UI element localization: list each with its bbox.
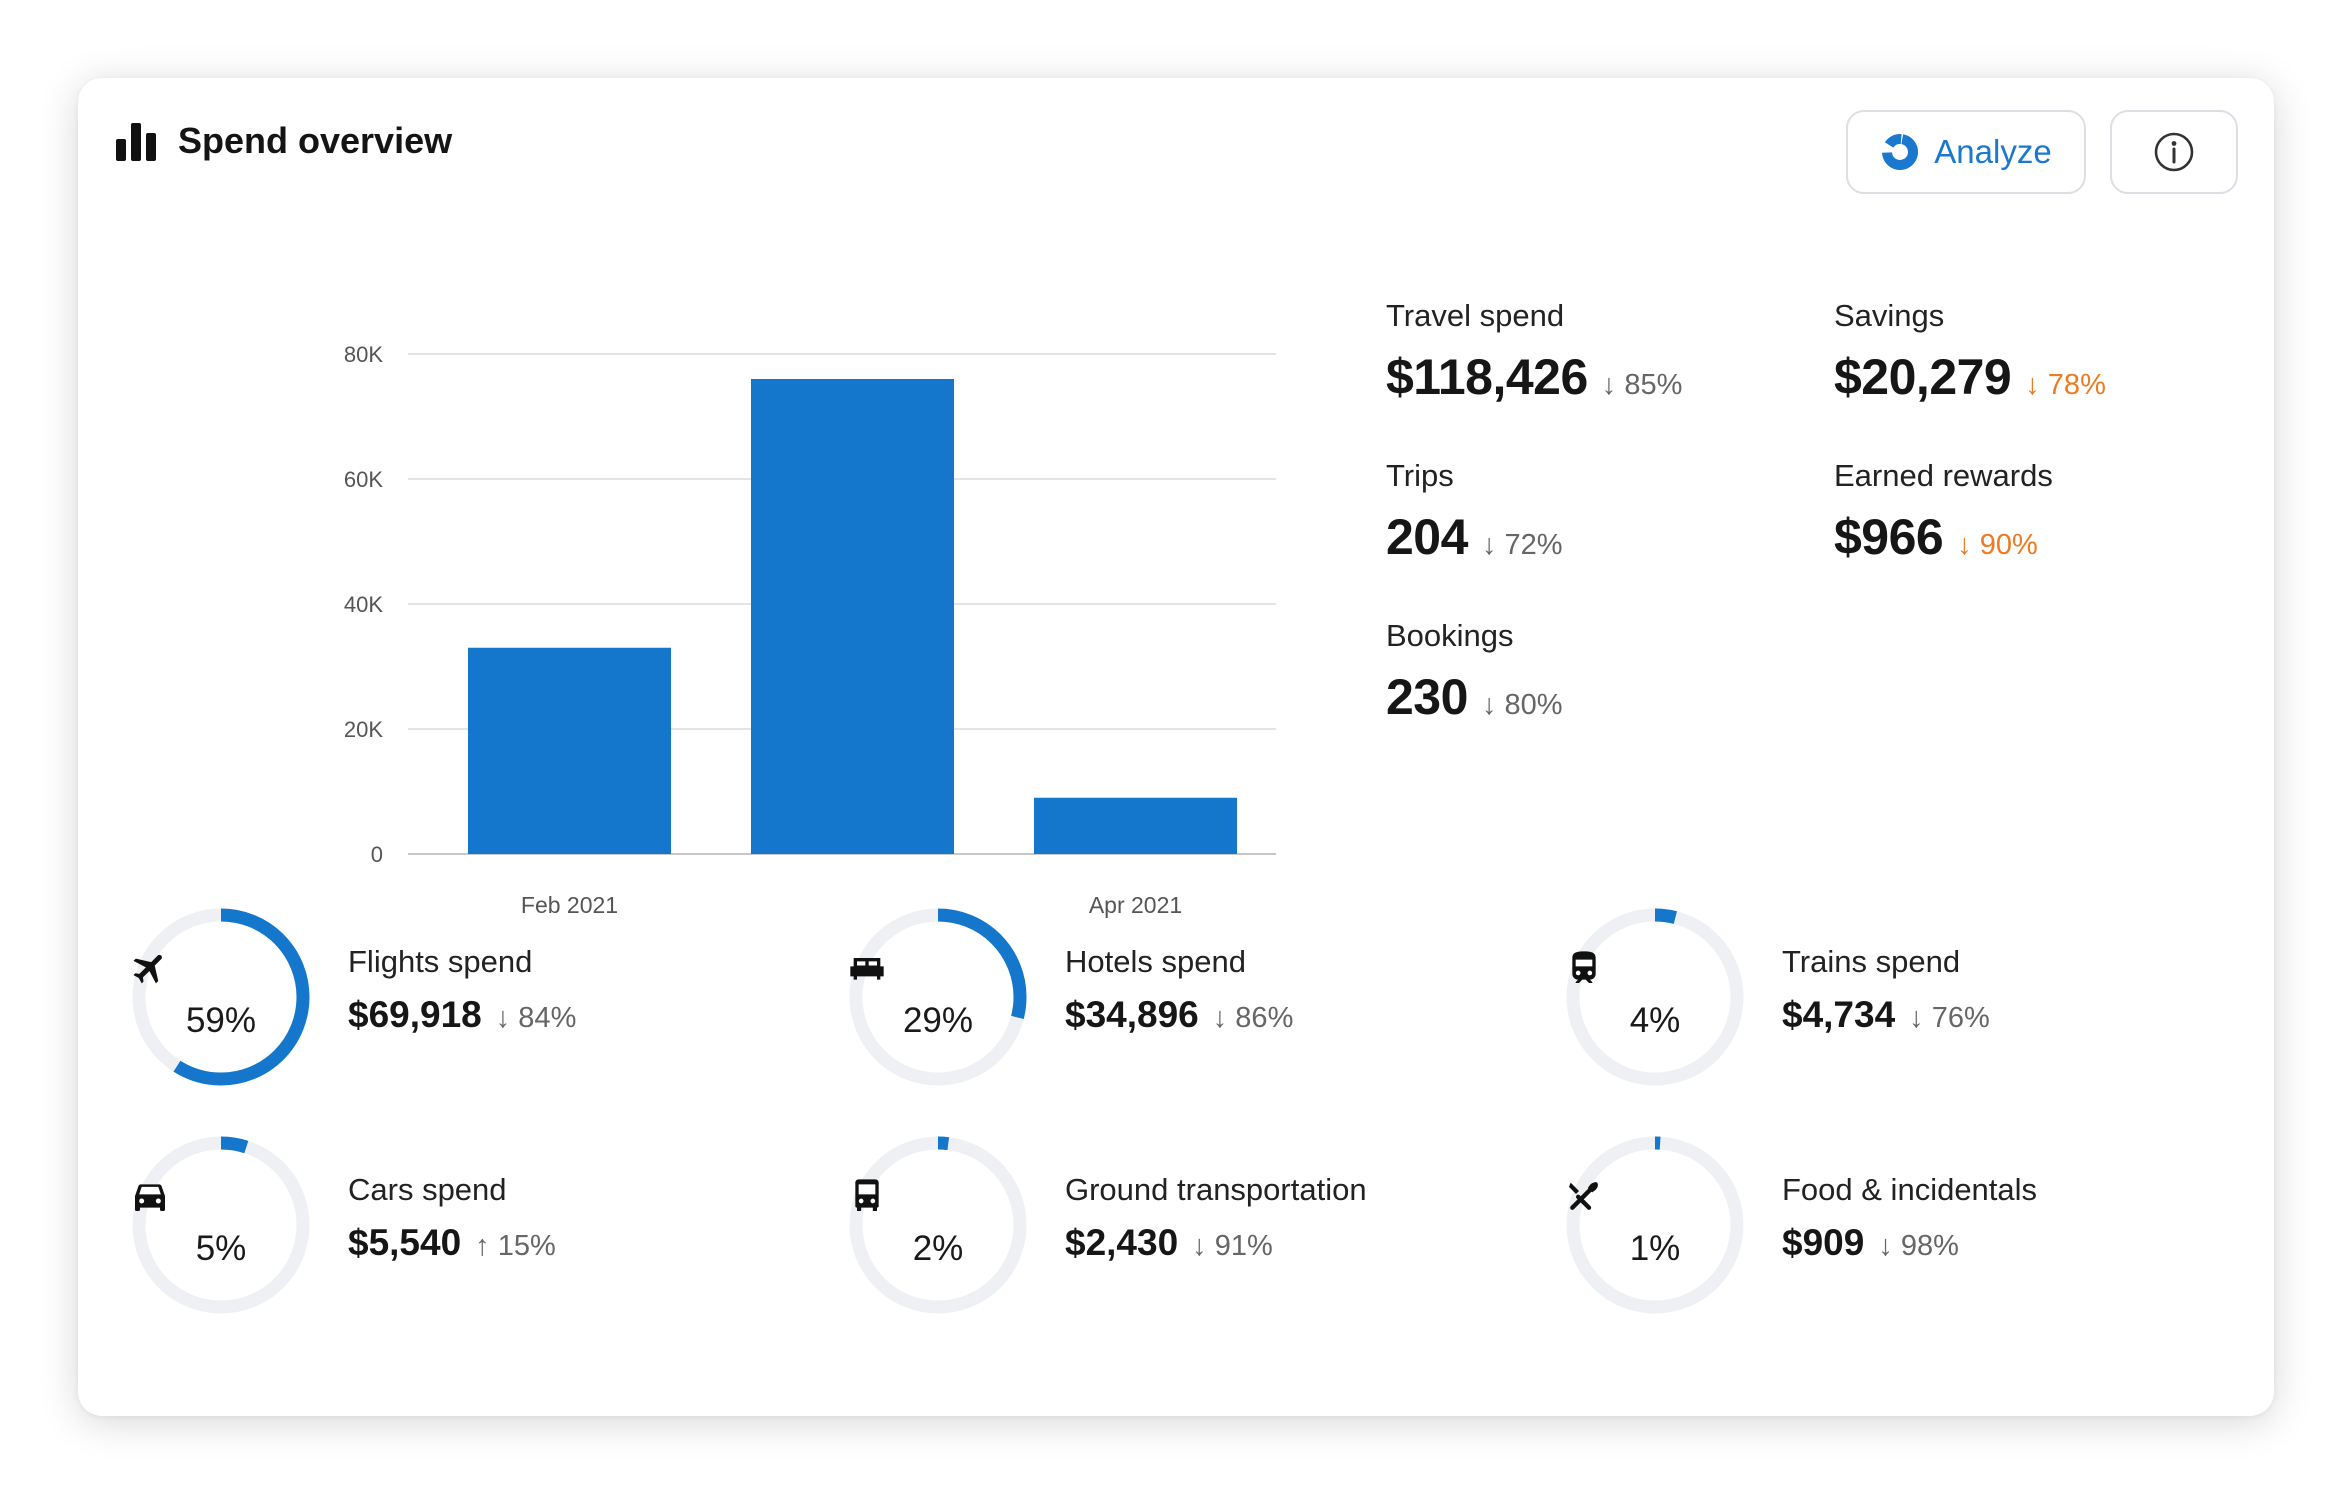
ring-percent: 29% [902, 1001, 974, 1040]
category-change: ↓ 98% [1878, 1230, 1959, 1262]
y-tick-label: 40K [344, 592, 383, 617]
category-value: $909 [1782, 1222, 1865, 1263]
ring-track [849, 1136, 1027, 1314]
ring-percent: 5% [195, 1229, 247, 1268]
category-label: Ground transportation [1065, 1172, 1367, 1207]
stat-bookings: Bookings 230 ↓ 80% [1386, 618, 1563, 726]
spend-bar-chart: 0 20K 40K 60K 80K Feb 2021 Apr 2021 [238, 248, 1338, 948]
info-button[interactable] [2110, 110, 2238, 194]
spend-overview-card: Spend overview Analyze 0 20K 40K 60K 80K Feb … [78, 78, 2274, 1416]
ring-percent: 4% [1629, 1001, 1681, 1040]
airplane-icon [133, 954, 162, 984]
bar[interactable] [468, 647, 671, 854]
donut-chart-icon [1882, 134, 1919, 170]
ring-progress [1566, 1136, 1744, 1314]
category-trains[interactable]: 4% Trains spend $4,734 ↓ 76% [1564, 906, 2264, 1092]
ring-track [1566, 908, 1744, 1086]
ring-progress [132, 1136, 310, 1314]
percentage-ring: 1% [1564, 1134, 1746, 1316]
category-label: Hotels spend [1065, 944, 1246, 979]
percentage-ring: 29% [847, 906, 1029, 1088]
utensils-icon [1569, 1182, 1598, 1210]
percentage-ring: 2% [847, 1134, 1029, 1316]
category-value: $5,540 [348, 1222, 462, 1263]
category-change: ↓ 91% [1192, 1230, 1273, 1262]
bus-icon [855, 1179, 879, 1211]
stat-savings: Savings $20,279 ↓ 78% [1834, 298, 2106, 406]
category-value: $69,918 [348, 994, 482, 1035]
percentage-ring: 5% [130, 1134, 312, 1316]
stat-change: ↓ 72% [1481, 529, 1563, 561]
stat-label: Savings [1834, 298, 1945, 333]
category-label: Cars spend [348, 1172, 507, 1207]
stat-value: 230 [1386, 669, 1468, 725]
category-food-incidentals[interactable]: 1% Food & incidentals $909 ↓ 98% [1564, 1134, 2264, 1320]
stat-change: ↓ 85% [1601, 369, 1683, 401]
category-flights[interactable]: 59% Flights spend $69,918 ↓ 84% [130, 906, 830, 1092]
stat-change: ↓ 90% [1957, 529, 2038, 561]
summary-stats: Travel spend $118,426 ↓ 85% Savings $20,2… [1386, 298, 2266, 778]
y-tick-label: 60K [344, 467, 383, 492]
analyze-label: Analyze [1934, 133, 2052, 170]
category-value: $34,896 [1065, 994, 1199, 1035]
category-label: Flights spend [348, 944, 533, 979]
ring-percent: 2% [912, 1229, 964, 1268]
y-tick-label: 0 [371, 842, 383, 867]
stat-label: Earned rewards [1834, 458, 2053, 493]
stat-label: Travel spend [1386, 298, 1565, 333]
analyze-button[interactable]: Analyze [1846, 110, 2086, 194]
stat-change: ↓ 80% [1481, 689, 1563, 721]
category-hotels[interactable]: 29% Hotels spend $34,896 ↓ 86% [847, 906, 1547, 1092]
info-icon [2154, 132, 2194, 172]
percentage-ring: 59% [130, 906, 312, 1088]
stat-value: $966 [1834, 509, 1944, 565]
x-tick-label: Apr 2021 [1089, 892, 1182, 918]
category-change: ↓ 76% [1909, 1002, 1990, 1034]
stat-value: 204 [1386, 509, 1468, 565]
stat-earned-rewards: Earned rewards $966 ↓ 90% [1834, 458, 2053, 566]
stat-trips: Trips 204 ↓ 72% [1386, 458, 1563, 566]
ring-progress [849, 1136, 1027, 1314]
category-label: Food & incidentals [1782, 1172, 2038, 1207]
category-label: Trains spend [1782, 944, 1961, 979]
stat-change: ↓ 78% [2025, 369, 2106, 401]
car-icon [135, 1184, 165, 1211]
stat-label: Bookings [1386, 618, 1514, 653]
stat-travel-spend: Travel spend $118,426 ↓ 85% [1386, 298, 1682, 406]
ring-percent: 1% [1629, 1229, 1681, 1268]
bar-chart-icon [116, 121, 158, 161]
ring-progress [1566, 908, 1744, 1086]
bar[interactable] [1034, 797, 1237, 854]
category-change: ↓ 86% [1212, 1002, 1294, 1034]
stat-value: $20,279 [1834, 349, 2012, 405]
percentage-ring: 4% [1564, 906, 1746, 1088]
x-tick-label: Feb 2021 [521, 892, 618, 918]
stat-label: Trips [1386, 458, 1454, 493]
chart-svg: 0 20K 40K 60K 80K Feb 2021 Apr 2021 [344, 342, 1276, 918]
stat-value: $118,426 [1386, 349, 1588, 405]
ring-percent: 59% [185, 1001, 257, 1040]
ring-track [132, 1136, 310, 1314]
ring-track [1566, 1136, 1744, 1314]
bar[interactable] [751, 379, 954, 854]
bed-icon [850, 958, 884, 980]
category-change: ↑ 15% [475, 1230, 556, 1262]
y-tick-label: 20K [344, 717, 383, 742]
category-change: ↓ 84% [495, 1002, 577, 1034]
page-title: Spend overview [178, 120, 453, 161]
train-icon [1572, 951, 1596, 983]
category-ground-transportation[interactable]: 2% Ground transportation $2,430 ↓ 91% [847, 1134, 1547, 1320]
category-cars[interactable]: 5% Cars spend $5,540 ↑ 15% [130, 1134, 830, 1320]
y-tick-label: 80K [344, 342, 383, 367]
category-value: $2,430 [1065, 1222, 1179, 1263]
ring-progress [849, 908, 1027, 1086]
card-header: Spend overview [116, 120, 452, 162]
category-value: $4,734 [1782, 994, 1896, 1035]
ring-progress [132, 908, 310, 1086]
